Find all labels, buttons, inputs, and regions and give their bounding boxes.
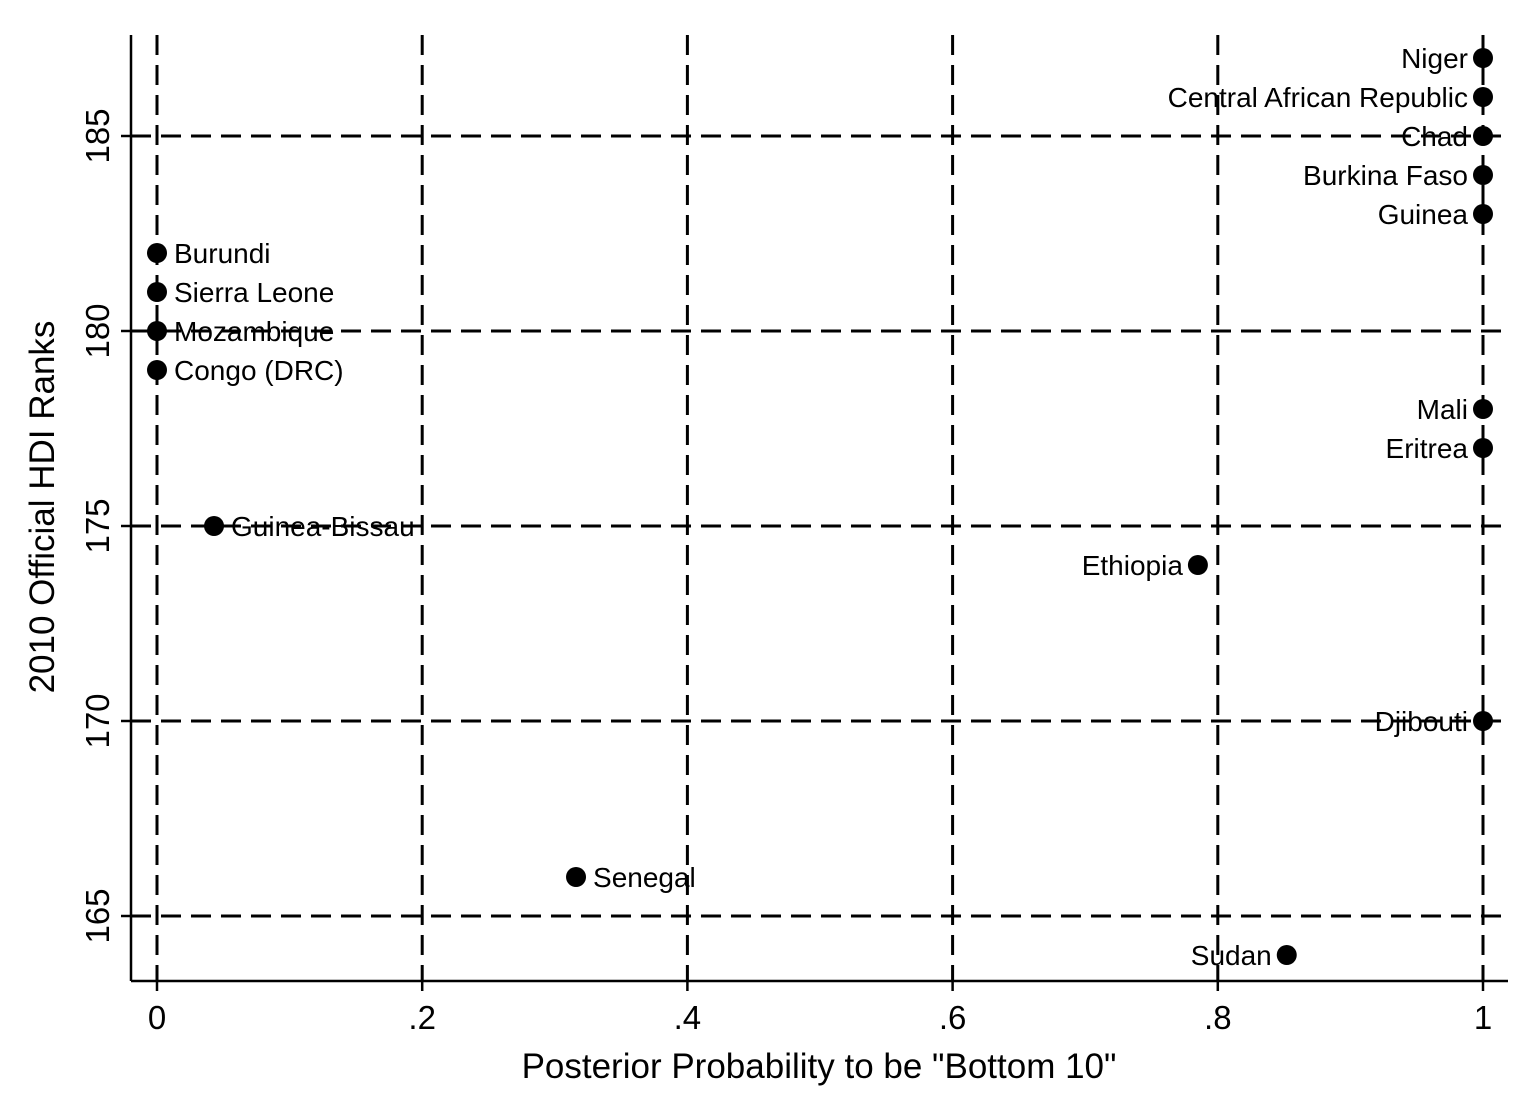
data-point	[147, 360, 167, 380]
x-tick-label: .6	[939, 999, 967, 1036]
data-point-label: Ethiopia	[1082, 550, 1184, 581]
x-tick-label: 0	[148, 999, 166, 1036]
data-point	[1187, 555, 1208, 575]
data-point	[1473, 87, 1493, 107]
data-point-label: Chad	[1401, 121, 1468, 152]
y-tick-label: 180	[79, 303, 116, 358]
x-axis-title: Posterior Probability to be "Bottom 10"	[522, 1047, 1117, 1086]
data-point	[1473, 399, 1493, 419]
data-point-label: Guinea	[1378, 199, 1469, 230]
data-point-label: Eritrea	[1386, 433, 1469, 464]
x-tick-label: .4	[674, 999, 702, 1036]
data-point-label: Djibouti	[1375, 706, 1468, 737]
data-point-label: Mozambique	[174, 316, 334, 347]
data-point-label: Sierra Leone	[174, 277, 334, 308]
data-point-label: Niger	[1401, 43, 1468, 74]
data-point	[147, 282, 167, 302]
data-point-label: Burkina Faso	[1303, 160, 1468, 191]
axis-ticks: 0 .2 .4 .6 .8 1 165 170 175 180 185	[79, 108, 1492, 1036]
y-axis-title: 2010 Official HDI Ranks	[23, 321, 62, 694]
data-point	[204, 516, 225, 536]
data-point	[1473, 438, 1493, 458]
x-tick-label: 1	[1474, 999, 1492, 1036]
y-tick-label: 175	[79, 498, 116, 553]
data-point-label: Senegal	[593, 862, 696, 893]
data-point	[566, 867, 587, 887]
y-tick-label: 185	[79, 108, 116, 163]
x-tick-label: .8	[1204, 999, 1232, 1036]
data-point	[1473, 165, 1493, 185]
data-point-label: Burundi	[174, 238, 271, 269]
data-point	[1473, 48, 1493, 68]
y-tick-label: 170	[79, 693, 116, 748]
data-point-label: Guinea-Bissau	[231, 511, 415, 542]
data-point	[1276, 945, 1297, 965]
data-point-label: Mali	[1417, 394, 1468, 425]
grid-lines	[131, 35, 1508, 981]
data-point	[1473, 204, 1493, 224]
axes	[129, 35, 1508, 983]
data-point	[147, 243, 167, 263]
data-point	[1473, 711, 1493, 731]
data-point	[1473, 126, 1493, 146]
data-point	[147, 321, 167, 341]
x-tick-label: .2	[408, 999, 436, 1036]
data-point-label: Central African Republic	[1168, 82, 1468, 113]
y-tick-label: 165	[79, 888, 116, 943]
data-point-label: Sudan	[1191, 940, 1272, 971]
data-points: Niger Central African Republic Chad Burkina…	[147, 43, 1493, 971]
data-point-label: Congo (DRC)	[174, 355, 344, 386]
